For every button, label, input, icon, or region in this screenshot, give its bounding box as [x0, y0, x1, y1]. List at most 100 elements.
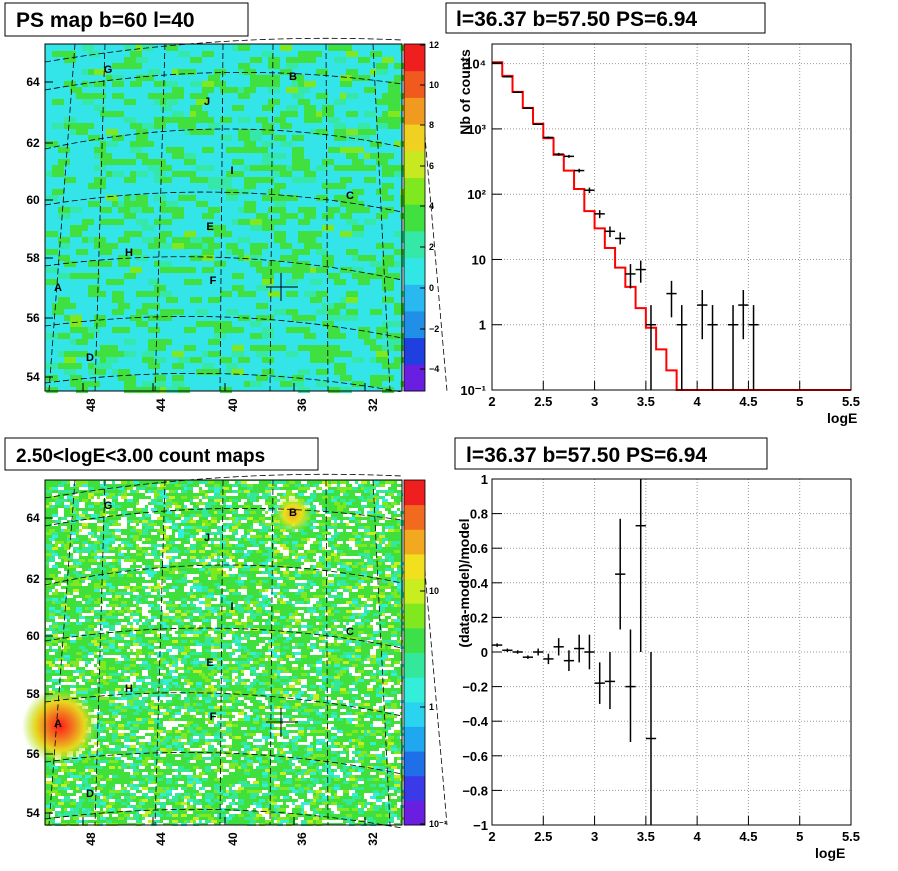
map-pixel — [283, 547, 289, 550]
map-pixel — [268, 63, 280, 69]
map-pixel — [334, 778, 340, 781]
map-pixel — [322, 183, 334, 189]
map-pixel — [244, 505, 250, 508]
map-pixel — [112, 703, 118, 706]
map-pixel — [334, 123, 346, 129]
map-pixel — [187, 565, 193, 568]
map-pixel — [280, 535, 286, 538]
map-pixel — [394, 772, 400, 775]
map-pixel — [394, 730, 400, 733]
map-pixel — [307, 625, 313, 628]
map-pixel — [133, 700, 139, 703]
map-pixel — [292, 748, 298, 751]
map-pixel — [322, 676, 328, 679]
map-pixel — [115, 661, 121, 664]
map-pixel — [49, 562, 55, 565]
map-pixel — [277, 559, 283, 562]
map-pixel — [163, 739, 169, 742]
map-pixel — [343, 691, 349, 694]
map-pixel — [322, 631, 328, 634]
map-pixel — [229, 508, 235, 511]
map-pixel — [292, 733, 298, 736]
map-pixel — [385, 571, 391, 574]
map-pixel — [199, 673, 205, 676]
map-pixel — [208, 589, 214, 592]
map-pixel — [139, 490, 145, 493]
map-pixel — [118, 327, 130, 333]
map-pixel — [136, 135, 148, 141]
map-pixel — [301, 673, 307, 676]
map-pixel — [64, 658, 70, 661]
map-pixel — [244, 553, 250, 556]
map-pixel — [175, 721, 181, 724]
map-pixel — [172, 649, 178, 652]
map-pixel — [181, 652, 187, 655]
map-pixel — [172, 586, 178, 589]
map-pixel — [289, 616, 295, 619]
map-pixel — [379, 535, 385, 538]
map-pixel — [136, 601, 142, 604]
map-pixel — [316, 165, 328, 171]
map-pixel — [295, 484, 301, 487]
y-tick-label: 56 — [26, 311, 40, 325]
map-pixel — [223, 556, 229, 559]
map-pixel — [346, 195, 358, 201]
map-pixel — [133, 697, 139, 700]
map-pixel — [61, 661, 67, 664]
map-pixel — [187, 592, 193, 595]
map-pixel — [64, 51, 76, 57]
map-pixel — [364, 526, 370, 529]
map-pixel — [382, 297, 394, 303]
map-pixel — [208, 673, 214, 676]
map-pixel — [262, 153, 274, 159]
map-pixel — [226, 754, 232, 757]
map-pixel — [250, 532, 256, 535]
map-pixel — [79, 514, 85, 517]
map-pixel — [358, 135, 370, 141]
map-pixel — [262, 775, 268, 778]
map-pixel — [298, 261, 310, 267]
map-pixel — [319, 595, 325, 598]
map-pixel — [145, 592, 151, 595]
map-pixel — [343, 775, 349, 778]
map-pixel — [175, 745, 181, 748]
map-pixel — [145, 514, 151, 517]
map-pixel — [382, 387, 394, 393]
map-pixel — [301, 622, 307, 625]
map-pixel — [109, 487, 115, 490]
map-pixel — [298, 165, 310, 171]
map-pixel — [271, 535, 277, 538]
map-pixel — [400, 778, 406, 781]
map-pixel — [250, 493, 256, 496]
map-pixel — [130, 646, 136, 649]
map-pixel — [301, 532, 307, 535]
map-pixel — [193, 658, 199, 661]
map-pixel — [181, 520, 187, 523]
map-pixel — [52, 784, 58, 787]
map-pixel — [343, 652, 349, 655]
map-pixel — [193, 640, 199, 643]
map-pixel — [322, 490, 328, 493]
map-pixel — [145, 691, 151, 694]
map-pixel — [145, 739, 151, 742]
map-pixel — [367, 601, 373, 604]
map-pixel — [376, 760, 382, 763]
map-pixel — [106, 559, 112, 562]
map-pixel — [94, 315, 106, 321]
map-pixel — [322, 487, 328, 490]
map-pixel — [349, 667, 355, 670]
map-pixel — [172, 664, 178, 667]
map-pixel — [310, 760, 316, 763]
map-pixel — [259, 643, 265, 646]
map-pixel — [265, 514, 271, 517]
map-pixel — [130, 637, 136, 640]
map-pixel — [46, 195, 58, 201]
map-pixel — [283, 565, 289, 568]
map-pixel — [214, 225, 226, 231]
map-pixel — [310, 279, 322, 285]
map-pixel — [100, 661, 106, 664]
map-pixel — [259, 727, 265, 730]
map-pixel — [136, 541, 142, 544]
map-pixel — [316, 487, 322, 490]
map-pixel — [268, 595, 274, 598]
